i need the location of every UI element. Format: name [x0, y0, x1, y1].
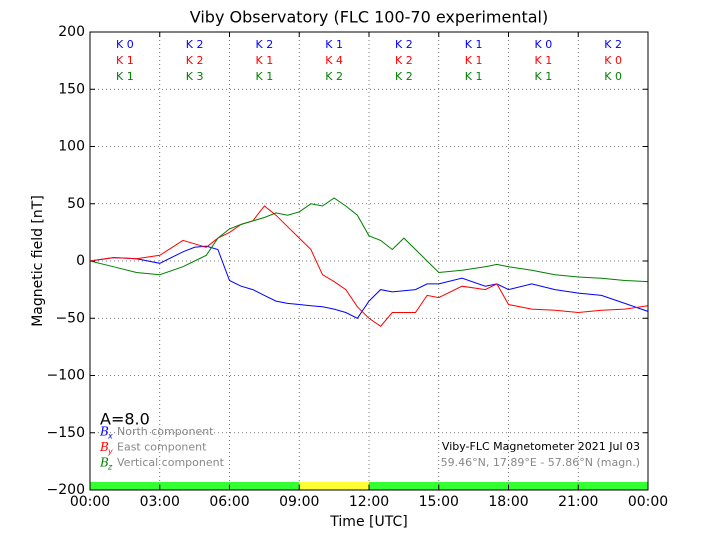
k-index: K 1 — [325, 38, 343, 51]
k-index: K 2 — [325, 70, 343, 83]
k-index: K 2 — [256, 38, 274, 51]
k-index: K 1 — [465, 38, 483, 51]
k-index: K 1 — [256, 70, 274, 83]
x-tick-label: 03:00 — [140, 494, 180, 510]
k-index: K 1 — [465, 70, 483, 83]
status-segment — [90, 482, 300, 490]
x-tick-label: 00:00 — [628, 494, 668, 510]
legend-subscript: y — [107, 447, 113, 456]
x-axis-label: Time [UTC] — [329, 514, 407, 530]
legend-label: Vertical component — [117, 456, 225, 469]
k-index: K 3 — [186, 70, 204, 83]
a-index: A=8.0 — [100, 410, 150, 429]
x-tick-label: 06:00 — [209, 494, 249, 510]
y-tick-label: 150 — [58, 81, 85, 97]
legend-symbol: B — [99, 425, 109, 439]
y-tick-label: −50 — [55, 310, 85, 326]
y-tick-label: 0 — [76, 253, 85, 269]
k-index: K 0 — [116, 38, 134, 51]
k-index: K 2 — [395, 70, 413, 83]
y-tick-label: 50 — [67, 196, 85, 212]
k-index: K 2 — [186, 38, 204, 51]
status-segment — [299, 482, 369, 490]
y-tick-label: −100 — [47, 368, 85, 384]
station-text: Viby-FLC Magnetometer 2021 Jul 03 — [442, 440, 640, 453]
legend-subscript: z — [107, 463, 113, 472]
k-index: K 1 — [256, 54, 274, 67]
k-index: K 2 — [186, 54, 204, 67]
k-index: K 0 — [535, 38, 553, 51]
x-tick-label: 18:00 — [488, 494, 528, 510]
series-line — [89, 245, 649, 319]
x-tick-label: 09:00 — [279, 494, 319, 510]
location-text: 59.46°N, 17.89°E - 57.86°N (magn.) — [441, 456, 640, 469]
k-index: K 4 — [325, 54, 343, 67]
k-index: K 2 — [604, 38, 622, 51]
legend-label: North component — [117, 425, 214, 438]
x-tick-label: 00:00 — [70, 494, 110, 510]
k-index: K 1 — [535, 54, 553, 67]
x-tick-label: 12:00 — [349, 494, 389, 510]
chart-title: Viby Observatory (FLC 100-70 experimenta… — [190, 8, 549, 27]
legend-symbol: B — [99, 456, 109, 470]
plot-frame — [89, 31, 649, 491]
series-line — [89, 197, 649, 283]
x-tick-label: 21:00 — [558, 494, 598, 510]
k-index: K 1 — [535, 70, 553, 83]
k-index: K 0 — [604, 70, 622, 83]
y-tick-label: −150 — [47, 425, 85, 441]
legend-symbol: B — [99, 440, 109, 454]
k-index: K 1 — [116, 54, 134, 67]
k-index: K 1 — [465, 54, 483, 67]
y-tick-label: 100 — [58, 139, 85, 155]
y-tick-label: 200 — [58, 24, 85, 40]
series-line — [89, 205, 649, 327]
k-index: K 0 — [604, 54, 622, 67]
legend-subscript: x — [107, 432, 113, 441]
k-index: K 2 — [395, 54, 413, 67]
x-tick-label: 15:00 — [419, 494, 459, 510]
k-index: K 1 — [116, 70, 134, 83]
y-tick-label: −200 — [47, 482, 85, 498]
legend-label: East component — [117, 441, 207, 454]
k-index: K 2 — [395, 38, 413, 51]
y-axis-label: Magnetic field [nT] — [30, 195, 46, 327]
